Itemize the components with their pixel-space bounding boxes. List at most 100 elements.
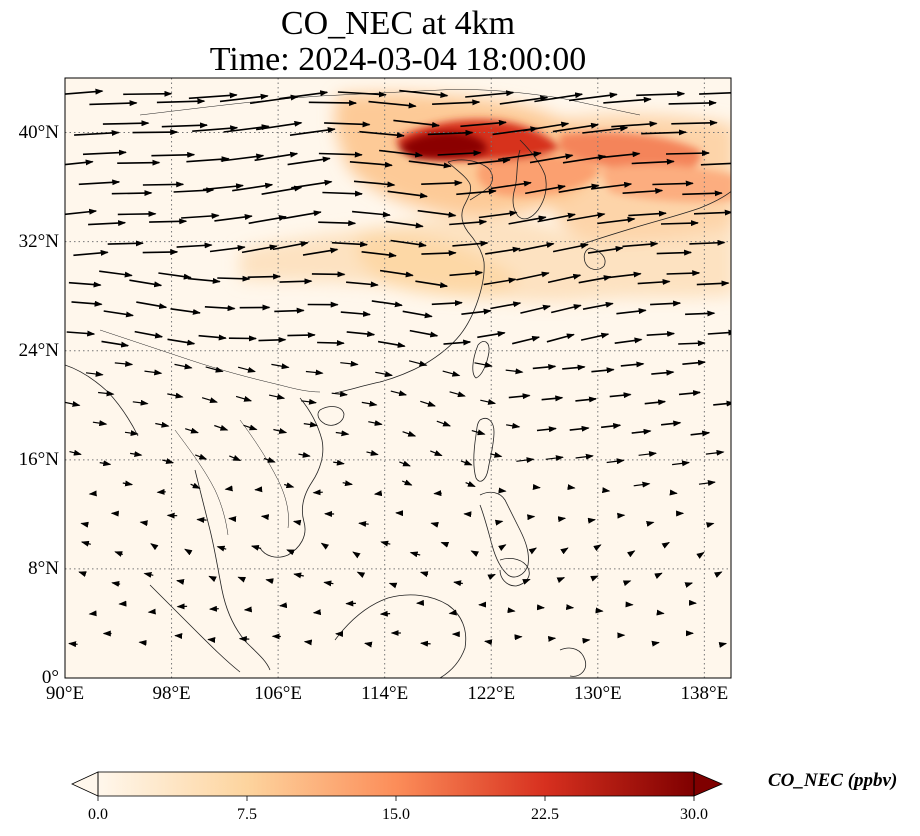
wind-arrow [149, 218, 188, 225]
wind-arrow [123, 90, 173, 97]
wind-arrow [644, 399, 667, 406]
wind-arrow [323, 580, 334, 587]
coastline-hainan [317, 406, 345, 426]
wind-arrow [248, 215, 287, 225]
x-tick-label: 122°E [467, 683, 516, 704]
colorbar-extend-min [71, 771, 99, 797]
wind-arrow [508, 215, 547, 225]
wind-arrow [117, 210, 157, 217]
wind-arrow [671, 119, 718, 126]
wind-arrow [591, 367, 615, 374]
wind-arrow [636, 90, 686, 97]
wind-arrow [71, 300, 103, 307]
wind-arrow [652, 180, 694, 187]
wind-arrow [184, 548, 193, 556]
wind-arrow [272, 241, 309, 251]
wind-arrow [283, 210, 322, 220]
colorbar-extend-max [693, 771, 724, 797]
wind-arrow [214, 424, 229, 431]
wind-arrow [431, 300, 463, 307]
wind-arrow [627, 550, 636, 558]
wind-arrow [415, 280, 449, 289]
wind-arrow [303, 639, 313, 646]
wind-arrow [578, 275, 612, 284]
wind-arrow [187, 277, 221, 284]
wind-arrow [274, 307, 305, 314]
wind-arrow [484, 639, 493, 646]
wind-arrow [82, 149, 127, 156]
wind-arrow [693, 209, 731, 216]
wind-arrow [190, 482, 201, 489]
wind-arrow [89, 100, 138, 107]
wind-arrow [66, 330, 96, 337]
wind-arrow [696, 551, 705, 559]
wind-arrow [302, 247, 339, 256]
wind-arrow [78, 179, 121, 186]
wind-arrow [139, 520, 148, 527]
wind-arrow [198, 334, 227, 341]
wind-arrow [142, 249, 179, 256]
wind-arrow [713, 400, 731, 407]
wind-arrow [208, 575, 217, 583]
wind-arrow [537, 212, 576, 223]
wind-arrow [258, 336, 287, 343]
wind-arrow [102, 120, 150, 127]
wind-arrow [633, 481, 651, 488]
wind-arrow [358, 520, 369, 527]
wind-arrow [631, 158, 675, 165]
wind-arrow [557, 516, 567, 523]
wind-arrow [650, 300, 682, 307]
coastline-sumatra [149, 584, 241, 673]
wind-arrow [80, 540, 91, 547]
wind-arrow [85, 370, 104, 377]
wind-arrow [433, 490, 442, 497]
wind-arrow [506, 422, 521, 429]
colorbar-tick-label: 30.0 [680, 806, 708, 823]
wind-arrow [541, 395, 564, 402]
wind-arrow [401, 479, 413, 486]
coastline-borneo [334, 594, 467, 678]
wind-arrow [477, 330, 506, 339]
wind-arrow [582, 125, 629, 134]
wind-arrow [379, 269, 414, 278]
wind-arrow [529, 153, 574, 164]
wind-arrow [690, 430, 711, 437]
wind-arrow [279, 90, 329, 100]
wind-arrow [399, 89, 449, 98]
wind-arrow [99, 460, 112, 467]
wind-arrow [65, 159, 94, 166]
wind-arrow [268, 393, 286, 400]
wind-arrow [192, 125, 239, 132]
wind-arrow [409, 329, 439, 338]
wind-arrow [672, 460, 690, 467]
wind-arrow [202, 183, 244, 191]
wind-arrow [483, 277, 517, 286]
wind-arrow [603, 96, 652, 104]
plume-east-sea [356, 232, 520, 296]
wind-arrow [368, 420, 383, 426]
wind-arrow [111, 190, 153, 197]
wind-arrow [201, 397, 218, 404]
wind-arrow [487, 573, 496, 581]
wind-arrow [616, 308, 647, 315]
wind-arrow [74, 129, 120, 136]
wind-arrow [142, 181, 185, 188]
colorbar-tick-label: 22.5 [531, 806, 559, 823]
wind-arrow [65, 88, 104, 95]
wind-arrow [340, 360, 359, 367]
wind-arrow [651, 640, 660, 647]
wind-arrow [134, 330, 164, 339]
wind-arrow [656, 249, 693, 256]
wind-arrow [371, 300, 403, 308]
wind-arrow [443, 339, 472, 346]
wind-arrow [499, 95, 549, 105]
wind-arrow [265, 578, 274, 585]
wind-arrow [622, 187, 664, 194]
wind-arrow [628, 210, 667, 217]
wind-arrow [387, 190, 428, 199]
wind-arrow [436, 420, 452, 427]
wind-arrow [569, 92, 618, 102]
wind-arrow [287, 156, 331, 166]
wind-arrow [562, 364, 586, 371]
colorbar-tick-label: 7.5 [237, 806, 257, 823]
